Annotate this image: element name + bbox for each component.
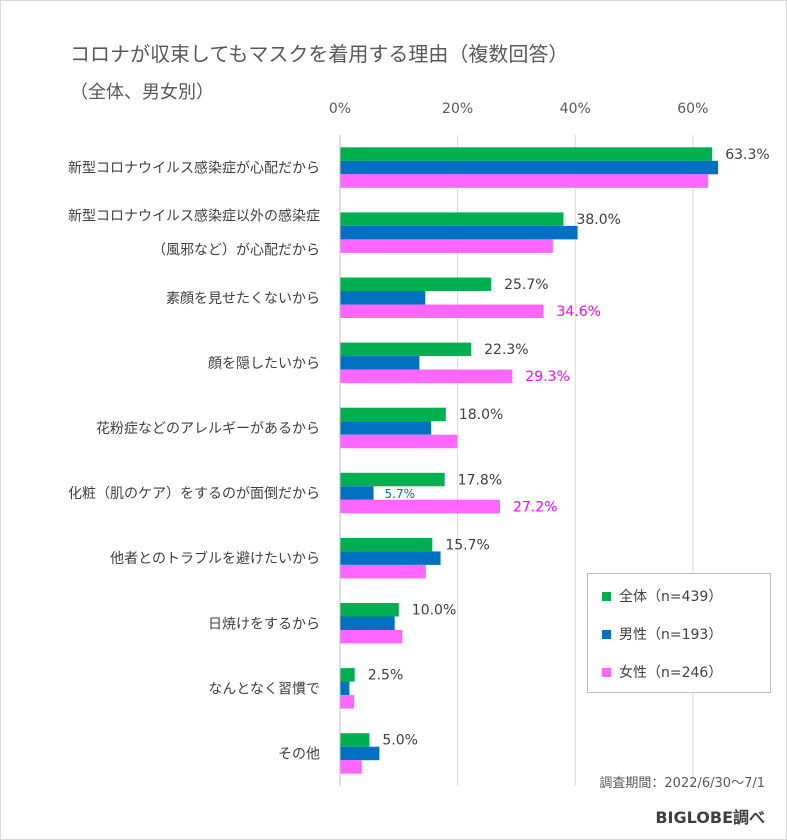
chart-subtitle: （全体、男女別）: [70, 82, 214, 103]
bar-total: [340, 277, 492, 291]
legend-swatch-total: [602, 591, 611, 601]
x-tick-label: 40%: [560, 101, 591, 117]
bar-male: [340, 681, 350, 696]
bar-total: [340, 472, 445, 487]
chart-legend: 全体（n=439） 男性（n=193） 女性（n=246）: [587, 573, 771, 693]
category-label: その他: [278, 746, 320, 762]
data-label-male: 5.7%: [385, 487, 416, 501]
bar-female: [340, 369, 513, 384]
bar-female: [340, 499, 500, 514]
bar-female: [340, 239, 553, 253]
category-label: 日焼けをするから: [208, 616, 320, 632]
bar-male: [340, 356, 420, 370]
data-label-total: 18.0%: [459, 407, 503, 423]
legend-item-female: 女性（n=246）: [602, 662, 722, 682]
survey-period: 調査期間：2022/6/30～7/1: [599, 776, 765, 791]
bar-female: [340, 174, 709, 188]
chart-title: コロナが収束してもマスクを着用する理由（複数回答）: [70, 42, 569, 66]
bar-total: [340, 147, 713, 161]
bar-total: [340, 212, 564, 226]
data-label-total: 25.7%: [504, 277, 548, 293]
data-label-total: 38.0%: [576, 212, 620, 228]
data-label-total: 22.3%: [484, 342, 528, 358]
data-label-female: 29.3%: [525, 369, 569, 385]
category-label: なんとなく習慣で: [208, 680, 320, 697]
bar-male: [340, 486, 374, 500]
bar-female: [340, 564, 426, 579]
legend-label-female: 女性（n=246）: [619, 665, 723, 681]
bar-female: [340, 304, 544, 318]
bar-total: [340, 407, 446, 422]
x-tick-label: 0%: [329, 101, 351, 117]
data-label-total: 63.3%: [725, 147, 769, 163]
bar-male: [340, 551, 441, 565]
legend-swatch-male: [602, 629, 611, 639]
category-label: 花粉症などのアレルギーがあるから: [96, 421, 320, 437]
data-label-total: 17.8%: [458, 472, 502, 488]
source-credit: BIGLOBE調べ: [655, 808, 765, 827]
data-label-female: 27.2%: [513, 499, 557, 515]
category-label: 化粧（肌のケア）をするのが面倒だから: [68, 486, 320, 502]
bar-total: [340, 537, 433, 552]
legend-item-male: 男性（n=193）: [602, 624, 722, 644]
bar-female: [340, 760, 362, 774]
data-label-total: 10.0%: [412, 603, 456, 619]
data-label-female: 34.6%: [556, 304, 600, 320]
bar-total: [340, 668, 355, 682]
category-label: 顔を隠したいから: [208, 356, 320, 372]
bar-total: [340, 342, 472, 357]
legend-label-male: 男性（n=193）: [619, 627, 723, 643]
bar-male: [340, 421, 432, 435]
bar-total: [340, 733, 370, 747]
category-label: 素顔を見せたくないから: [166, 291, 320, 307]
data-label-total: 2.5%: [368, 668, 404, 684]
data-label-total: 15.7%: [445, 537, 489, 553]
bar-male: [340, 746, 380, 761]
x-tick-label: 20%: [442, 101, 473, 117]
category-label: 新型コロナウイルス感染症以外の感染症: [68, 208, 320, 225]
category-label: （風邪など）が心配だから: [152, 243, 320, 259]
category-label: 他者とのトラブルを避けたいから: [110, 550, 320, 567]
legend-swatch-female: [602, 667, 611, 677]
data-label-total: 5.0%: [382, 733, 418, 749]
bar-male: [340, 160, 719, 175]
x-tick-label: 60%: [677, 101, 708, 117]
bar-male: [340, 616, 395, 630]
bar-total: [340, 603, 399, 617]
bar-female: [340, 630, 403, 644]
legend-item-total: 全体（n=439）: [602, 586, 722, 606]
bar-female: [340, 695, 355, 709]
bar-male: [340, 225, 578, 240]
category-label: 新型コロナウイルス感染症が心配だから: [68, 160, 320, 177]
legend-label-total: 全体（n=439）: [619, 589, 723, 605]
bar-female: [340, 434, 458, 449]
bar-male: [340, 291, 426, 305]
